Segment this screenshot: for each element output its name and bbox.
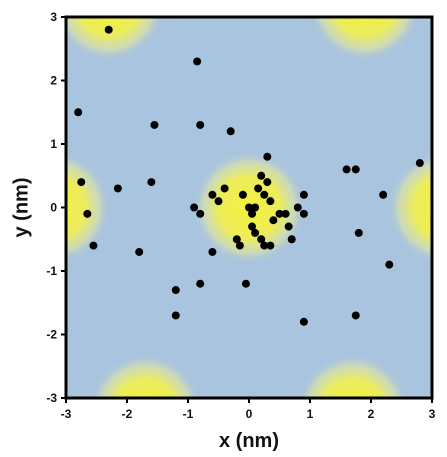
data-point xyxy=(171,311,180,320)
data-point xyxy=(196,209,205,218)
x-tick-label: 3 xyxy=(429,407,436,421)
x-tick-label: -3 xyxy=(61,407,72,421)
data-points xyxy=(74,25,424,326)
data-point xyxy=(74,108,83,117)
data-point xyxy=(241,279,250,288)
hotspot-3 xyxy=(66,152,111,263)
data-point xyxy=(193,57,202,66)
data-point xyxy=(354,228,363,237)
data-point xyxy=(351,311,360,320)
data-point xyxy=(281,209,290,218)
y-tick-label: -1 xyxy=(46,264,57,278)
data-point xyxy=(260,241,269,250)
hotspot-4 xyxy=(387,152,432,263)
y-axis-title: y (nm) xyxy=(10,178,32,238)
x-tick-label: 0 xyxy=(246,407,253,421)
data-point xyxy=(266,241,275,250)
data-point xyxy=(257,171,266,180)
data-point xyxy=(232,235,241,244)
data-point xyxy=(385,260,394,269)
data-point xyxy=(293,203,302,212)
data-point xyxy=(254,184,263,193)
data-point xyxy=(196,279,205,288)
hotspot-2 xyxy=(309,17,421,62)
data-point xyxy=(251,203,260,212)
x-tick-label: 1 xyxy=(307,407,314,421)
data-point xyxy=(135,247,144,256)
data-point xyxy=(415,159,424,168)
data-point xyxy=(235,241,244,250)
data-point xyxy=(284,222,293,231)
data-point xyxy=(275,209,284,218)
data-point xyxy=(266,197,275,206)
data-point xyxy=(269,216,278,225)
data-point xyxy=(77,178,86,187)
data-point xyxy=(263,178,272,187)
hotspot-1 xyxy=(66,17,164,62)
data-point xyxy=(257,235,266,244)
y-tick-label: 2 xyxy=(50,74,57,88)
data-point xyxy=(299,190,308,199)
data-point xyxy=(150,120,159,129)
data-point xyxy=(220,184,229,193)
data-point xyxy=(113,184,122,193)
data-point xyxy=(342,165,351,174)
data-point xyxy=(379,190,388,199)
data-point xyxy=(263,152,272,161)
data-point xyxy=(190,203,199,212)
data-point xyxy=(287,235,296,244)
x-axis-ticks: -3 -2 -1 0 1 2 3 xyxy=(61,398,436,421)
y-tick-label: 3 xyxy=(50,10,57,24)
data-point xyxy=(245,203,253,212)
data-point xyxy=(251,228,260,237)
y-tick-label: 0 xyxy=(50,201,57,215)
data-point xyxy=(214,197,223,206)
data-point xyxy=(104,25,113,34)
y-tick-label: 1 xyxy=(50,137,57,151)
data-point xyxy=(260,190,269,199)
y-tick-label: -3 xyxy=(46,391,57,405)
data-point xyxy=(147,178,156,187)
data-point xyxy=(208,247,217,256)
data-point xyxy=(226,127,235,136)
data-point xyxy=(299,317,308,326)
data-point xyxy=(248,222,257,231)
data-point xyxy=(89,241,98,250)
x-tick-label: -2 xyxy=(122,407,133,421)
data-point xyxy=(208,190,217,199)
y-tick-label: -2 xyxy=(46,328,57,342)
data-point xyxy=(248,209,257,218)
hotspot-6 xyxy=(297,353,408,398)
x-tick-label: -1 xyxy=(183,407,194,421)
data-point xyxy=(83,209,92,218)
x-axis-title: x (nm) xyxy=(219,430,279,452)
data-point xyxy=(238,190,247,199)
data-point xyxy=(171,286,180,295)
hotspot-5 xyxy=(90,353,201,398)
data-point xyxy=(351,165,360,174)
data-point xyxy=(299,209,308,218)
data-point xyxy=(196,120,205,129)
x-tick-label: 2 xyxy=(368,407,375,421)
y-axis-ticks: -3 -2 -1 0 1 2 3 xyxy=(46,10,66,405)
